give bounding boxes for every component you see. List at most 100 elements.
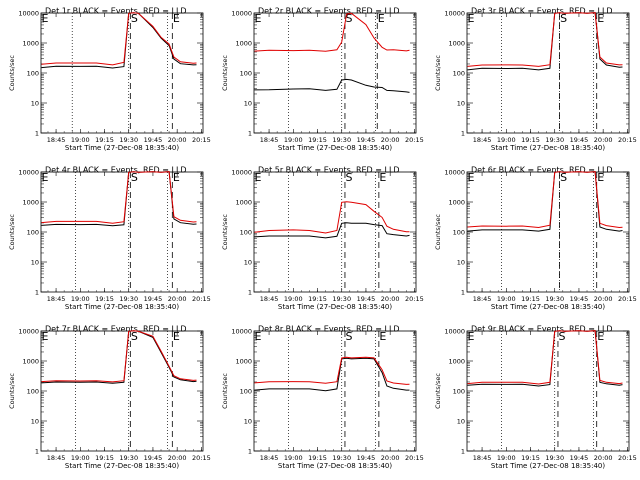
x-axis-label: Start Time (27-Dec-08 18:35:40) (65, 144, 179, 152)
x-tick-label: 19:30 (545, 136, 564, 144)
y-axis-label: Counts/sec (221, 373, 229, 409)
x-tick-label: 19:00 (284, 136, 303, 144)
x-tick-label: 20:00 (168, 454, 187, 462)
x-tick-label: 20:00 (168, 136, 187, 144)
y-tick-label: 100 (240, 69, 252, 77)
y-tick-label: 1 (461, 447, 465, 455)
plot-frame (40, 12, 204, 134)
x-tick-label: 19:00 (71, 295, 90, 303)
panel-title: Det 6r BLACK = Events, RED = LLD (471, 166, 613, 175)
y-tick-label: 1000 (235, 39, 252, 47)
x-tick-label: 19:30 (332, 295, 351, 303)
x-axis-label: Start Time (27-Dec-08 18:35:40) (65, 303, 179, 311)
chart-panel: Det 6r BLACK = Events, RED = LLD 1 10 100 10… (434, 166, 637, 312)
chart-panel: Det 4r BLACK = Events, RED = LLD 1 10 100 10… (8, 166, 211, 312)
x-axis-label: Start Time (27-Dec-08 18:35:40) (491, 144, 605, 152)
x-tick-label: 19:15 (308, 295, 327, 303)
y-tick-label: 100 (453, 69, 465, 77)
y-axis-label: Counts/sec (434, 55, 442, 91)
y-axis-label: Counts/sec (221, 55, 229, 91)
x-tick-label: 20:15 (192, 136, 211, 144)
start-marker-label: S (131, 330, 138, 343)
y-tick-label: 1 (248, 129, 252, 137)
x-axis-label: Start Time (27-Dec-08 18:35:40) (65, 462, 179, 470)
y-tick-label: 100 (240, 387, 252, 395)
start-marker-label: S (345, 330, 352, 343)
x-tick-label: 20:15 (192, 454, 211, 462)
end-marker-label: E (173, 12, 180, 25)
start-marker-label: S (131, 12, 138, 25)
plot-frame (40, 171, 204, 293)
panel-title: Det 2r BLACK = Events, RED = LLD (258, 7, 400, 16)
chart-panel: Det 5r BLACK = Events, RED = LLD 1 10 100 10… (221, 166, 424, 312)
series-lld-line (467, 12, 623, 67)
x-tick-label: 19:30 (332, 454, 351, 462)
y-axis-label: Counts/sec (8, 214, 16, 250)
x-tick-label: 18:45 (260, 454, 279, 462)
x-tick-label: 19:00 (497, 454, 516, 462)
end-marker-label: E (597, 12, 604, 25)
y-axis-label: Counts/sec (434, 373, 442, 409)
y-tick-label: 1000 (235, 357, 252, 365)
y-tick-label: 10000 (444, 327, 465, 335)
x-tick-label: 19:45 (357, 295, 376, 303)
panel-title: Det 7r BLACK = Events, RED = LLD (45, 325, 187, 334)
x-axis-label: Start Time (27-Dec-08 18:35:40) (278, 144, 392, 152)
x-tick-label: 18:45 (47, 295, 66, 303)
x-axis-label: Start Time (27-Dec-08 18:35:40) (278, 462, 392, 470)
y-tick-label: 10000 (231, 168, 252, 176)
series-lld-line (254, 12, 410, 52)
x-tick-label: 19:30 (119, 454, 138, 462)
x-tick-label: 18:45 (473, 454, 492, 462)
end-marker-label: E (597, 330, 604, 343)
y-tick-label: 10 (457, 99, 465, 107)
x-tick-label: 19:45 (357, 454, 376, 462)
panel-title: Det 9r BLACK = Events, RED = LLD (471, 325, 613, 334)
end-marker-label: E (379, 171, 386, 184)
start-marker-label: S (345, 171, 352, 184)
plot-frame (253, 171, 417, 293)
x-tick-label: 19:45 (570, 295, 589, 303)
y-tick-label: 1 (35, 288, 39, 296)
x-tick-label: 19:15 (308, 454, 327, 462)
y-tick-label: 1 (461, 288, 465, 296)
x-tick-label: 19:00 (284, 454, 303, 462)
series-lld-line (254, 201, 410, 234)
chart-panel: Det 3r BLACK = Events, RED = LLD 1 10 100 10… (434, 7, 637, 153)
y-tick-label: 1000 (22, 357, 39, 365)
x-tick-label: 20:15 (618, 136, 637, 144)
y-axis-label: Counts/sec (8, 373, 16, 409)
x-tick-label: 19:00 (497, 295, 516, 303)
chart-panel: Det 8r BLACK = Events, RED = LLD 1 10 100 10… (221, 325, 424, 471)
y-tick-label: 10000 (231, 327, 252, 335)
y-tick-label: 1000 (22, 198, 39, 206)
y-tick-label: 1000 (235, 198, 252, 206)
x-tick-label: 20:15 (618, 454, 637, 462)
x-tick-label: 19:00 (71, 454, 90, 462)
plot-frame (253, 330, 417, 452)
left-edge-marker-label: E (468, 171, 475, 184)
x-tick-label: 18:45 (260, 295, 279, 303)
left-edge-marker-label: E (468, 330, 475, 343)
end-marker-label: E (597, 171, 604, 184)
chart-panel: Det 7r BLACK = Events, RED = LLD 1 10 100 10… (8, 325, 211, 471)
x-tick-label: 19:30 (545, 454, 564, 462)
left-edge-marker-label: E (42, 12, 49, 25)
x-tick-label: 20:15 (405, 454, 424, 462)
start-marker-label: S (345, 12, 352, 25)
chart-panel: Det 9r BLACK = Events, RED = LLD 1 10 100 10… (434, 325, 637, 471)
series-lld-line (41, 171, 197, 224)
y-tick-label: 10 (457, 417, 465, 425)
start-marker-label: S (560, 171, 567, 184)
series-events-line (254, 357, 410, 392)
x-tick-label: 19:15 (521, 295, 540, 303)
left-edge-marker-label: E (468, 12, 475, 25)
x-tick-label: 19:45 (144, 295, 163, 303)
x-tick-label: 19:00 (497, 136, 516, 144)
x-tick-label: 19:45 (144, 454, 163, 462)
end-marker-label: E (173, 330, 180, 343)
end-marker-label: E (173, 171, 180, 184)
left-edge-marker-label: E (42, 171, 49, 184)
plot-frame (253, 12, 417, 134)
x-tick-label: 20:00 (594, 136, 613, 144)
